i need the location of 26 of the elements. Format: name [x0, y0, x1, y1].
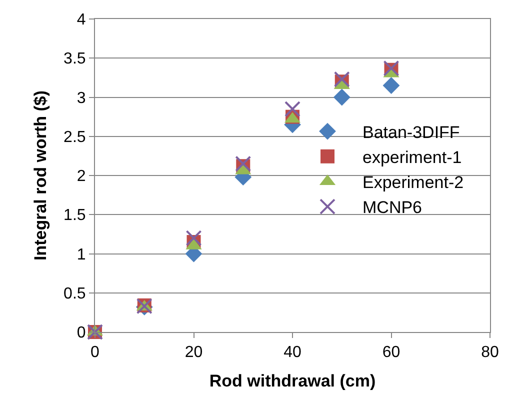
point [284, 100, 300, 117]
point [334, 71, 350, 88]
point [382, 77, 400, 94]
y-tick-label: 1 [76, 246, 86, 264]
legend-label: MCNP6 [362, 198, 422, 218]
legend-label: Experiment-2 [362, 173, 464, 192]
y-tick-label: 2.5 [64, 128, 86, 146]
x-tick-label: 40 [284, 344, 302, 362]
x-axis-title: Rod withdrawal (cm) [209, 372, 376, 391]
point [235, 156, 252, 172]
y-tick-label: 4 [76, 12, 86, 29]
point [186, 230, 202, 246]
x-tick-label: 0 [90, 344, 100, 362]
y-tick-label: 2 [76, 168, 86, 186]
x-tick-label: 80 [481, 344, 499, 362]
y-tick-label: 0.5 [64, 285, 86, 302]
point [333, 88, 350, 106]
x-tick-label: 20 [184, 344, 203, 362]
legend-label: Batan-3DIFF [362, 122, 460, 142]
x-tick-label: 60 [382, 344, 400, 362]
y-tick-label: 1.5 [64, 207, 86, 224]
y-axis-title: Integral rod worth ($) [31, 90, 50, 260]
y-tick-label: 3 [76, 90, 86, 107]
y-tick-label: 3.5 [64, 50, 86, 68]
y-tick-label: 0 [76, 324, 86, 342]
legend-label: experiment-1 [362, 148, 462, 168]
